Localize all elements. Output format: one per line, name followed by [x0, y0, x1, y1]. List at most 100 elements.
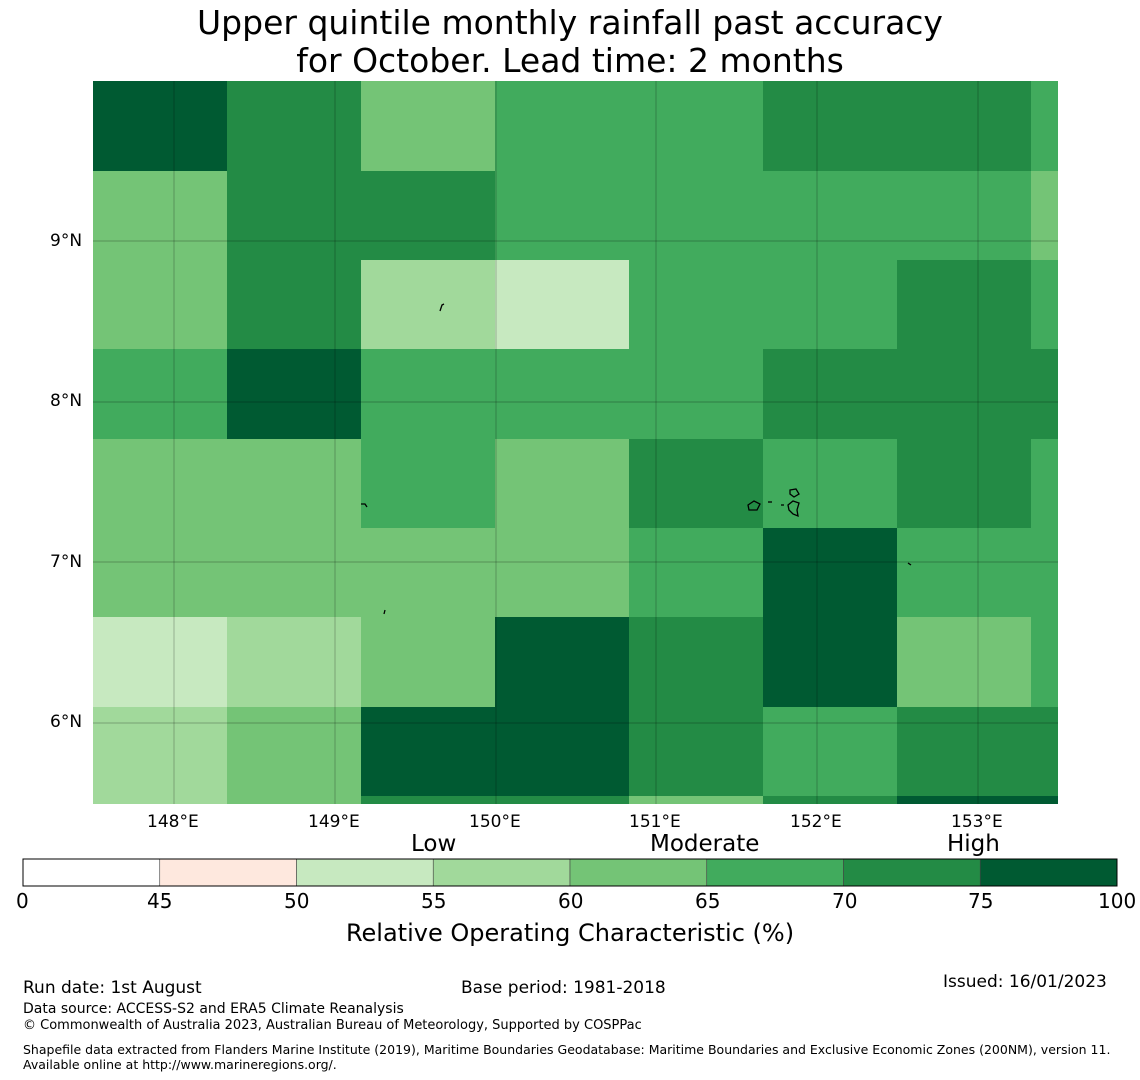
- colorbar-tick-45: 45: [147, 889, 173, 913]
- grid-cell: [897, 171, 1031, 260]
- grid-cell: [227, 171, 361, 260]
- grid-cell: [763, 617, 897, 707]
- grid-cell: [629, 349, 763, 439]
- grid-cell: [361, 439, 495, 528]
- grid-cell: [361, 81, 495, 171]
- grid-cell: [1031, 617, 1058, 707]
- grid-cell: [1031, 260, 1058, 349]
- grid-cell: [629, 707, 763, 796]
- grid-cell: [361, 796, 495, 804]
- grid-cell: [629, 260, 763, 349]
- colorbar-segment: [159, 858, 297, 887]
- grid-cell: [93, 260, 227, 349]
- grid-cell: [361, 349, 495, 439]
- lon-label-148e: 148°E: [147, 812, 199, 832]
- map-title: Upper quintile monthly rainfall past acc…: [0, 4, 1140, 80]
- lat-label-8n: 8°N: [50, 391, 83, 411]
- grid-cell: [495, 171, 629, 260]
- category-low: Low: [411, 831, 457, 857]
- grid-cell: [361, 707, 495, 796]
- colorbar-segment: [843, 858, 981, 887]
- grid-cell: [629, 796, 763, 804]
- grid-cell: [495, 349, 629, 439]
- grid-cell: [763, 81, 897, 171]
- colorbar-tick-0: 0: [16, 889, 29, 913]
- colorbar-tick-75: 75: [968, 889, 994, 913]
- grid-cell: [93, 81, 227, 171]
- graticule: [93, 81, 1058, 804]
- grid-cell: [897, 707, 1031, 796]
- copyright: © Commonwealth of Australia 2023, Austra…: [23, 1018, 642, 1033]
- lat-label-9n: 9°N: [50, 231, 83, 251]
- shapefile-credit: Shapefile data extracted from Flanders M…: [23, 1042, 1111, 1072]
- grid-cell: [495, 707, 629, 796]
- grid-cell: [1031, 81, 1058, 171]
- grid-cell: [629, 171, 763, 260]
- lon-label-149e: 149°E: [308, 812, 360, 832]
- lon-label-153e: 153°E: [951, 812, 1003, 832]
- grid-cell: [93, 349, 227, 439]
- grid-cell: [495, 439, 629, 528]
- colorbar-tick-100: 100: [1098, 889, 1137, 913]
- colorbar-outline: [22, 858, 1118, 887]
- category-high: High: [947, 831, 1000, 857]
- title-line-1: Upper quintile monthly rainfall past acc…: [197, 3, 943, 42]
- grid-cell: [763, 171, 897, 260]
- grid-cell: [227, 528, 361, 617]
- colorbar-segment: [432, 858, 571, 887]
- grid-cell: [763, 349, 897, 439]
- grid-cell: [897, 528, 1031, 617]
- island: [789, 488, 800, 498]
- grid-cell: [763, 528, 897, 617]
- grid-cell: [897, 439, 1031, 528]
- grid-cell: [227, 796, 361, 804]
- grid-cell: [495, 617, 629, 707]
- grid-cell: [93, 617, 227, 707]
- grid-cell: [897, 260, 1031, 349]
- grid-cell: [227, 81, 361, 171]
- lat-label-7n: 7°N: [50, 552, 83, 572]
- colorbar-tick-50: 50: [284, 889, 310, 913]
- lon-label-151e: 151°E: [629, 812, 681, 832]
- grid-cell: [93, 796, 227, 804]
- grid-cell: [495, 81, 629, 171]
- grid-cell: [495, 528, 629, 617]
- colorbar-tick-70: 70: [832, 889, 858, 913]
- grid-cell: [495, 796, 629, 804]
- category-moderate: Moderate: [650, 831, 760, 857]
- island: [439, 303, 445, 312]
- grid-cell: [763, 796, 897, 804]
- grid-cell: [629, 81, 763, 171]
- grid-cell: [763, 439, 897, 528]
- colorbar-tick-65: 65: [695, 889, 721, 913]
- island: [383, 609, 386, 615]
- title-line-2: for October. Lead time: 2 months: [296, 41, 844, 80]
- colorbar-segment: [706, 858, 844, 887]
- grid-cell: [1031, 171, 1058, 260]
- grid-cell: [897, 617, 1031, 707]
- colorbar: [22, 858, 1118, 887]
- grid-cell: [763, 707, 897, 796]
- grid-cell: [629, 617, 763, 707]
- grid-cell: [1031, 439, 1058, 528]
- lat-label-6n: 6°N: [50, 712, 83, 732]
- grid-cell: [227, 439, 361, 528]
- island-outlines: [361, 303, 912, 615]
- grid-cell: [629, 439, 763, 528]
- base-period: Base period: 1981-2018: [461, 978, 666, 998]
- colorbar-segment: [979, 858, 1118, 887]
- colorbar-segment: [296, 858, 434, 887]
- grid-cell: [361, 528, 495, 617]
- bottom-strip-cells: [93, 796, 1058, 804]
- grid-cell: [1031, 528, 1058, 617]
- grid-cell: [897, 796, 1031, 804]
- run-date: Run date: 1st August: [23, 978, 202, 998]
- grid-cell: [629, 528, 763, 617]
- grid-cell: [361, 260, 495, 349]
- colorbar-tick-55: 55: [421, 889, 447, 913]
- grid-cell: [93, 171, 227, 260]
- colorbar-tick-60: 60: [558, 889, 584, 913]
- grid-cell: [227, 349, 361, 439]
- rainfall-accuracy-grid: [93, 81, 1058, 796]
